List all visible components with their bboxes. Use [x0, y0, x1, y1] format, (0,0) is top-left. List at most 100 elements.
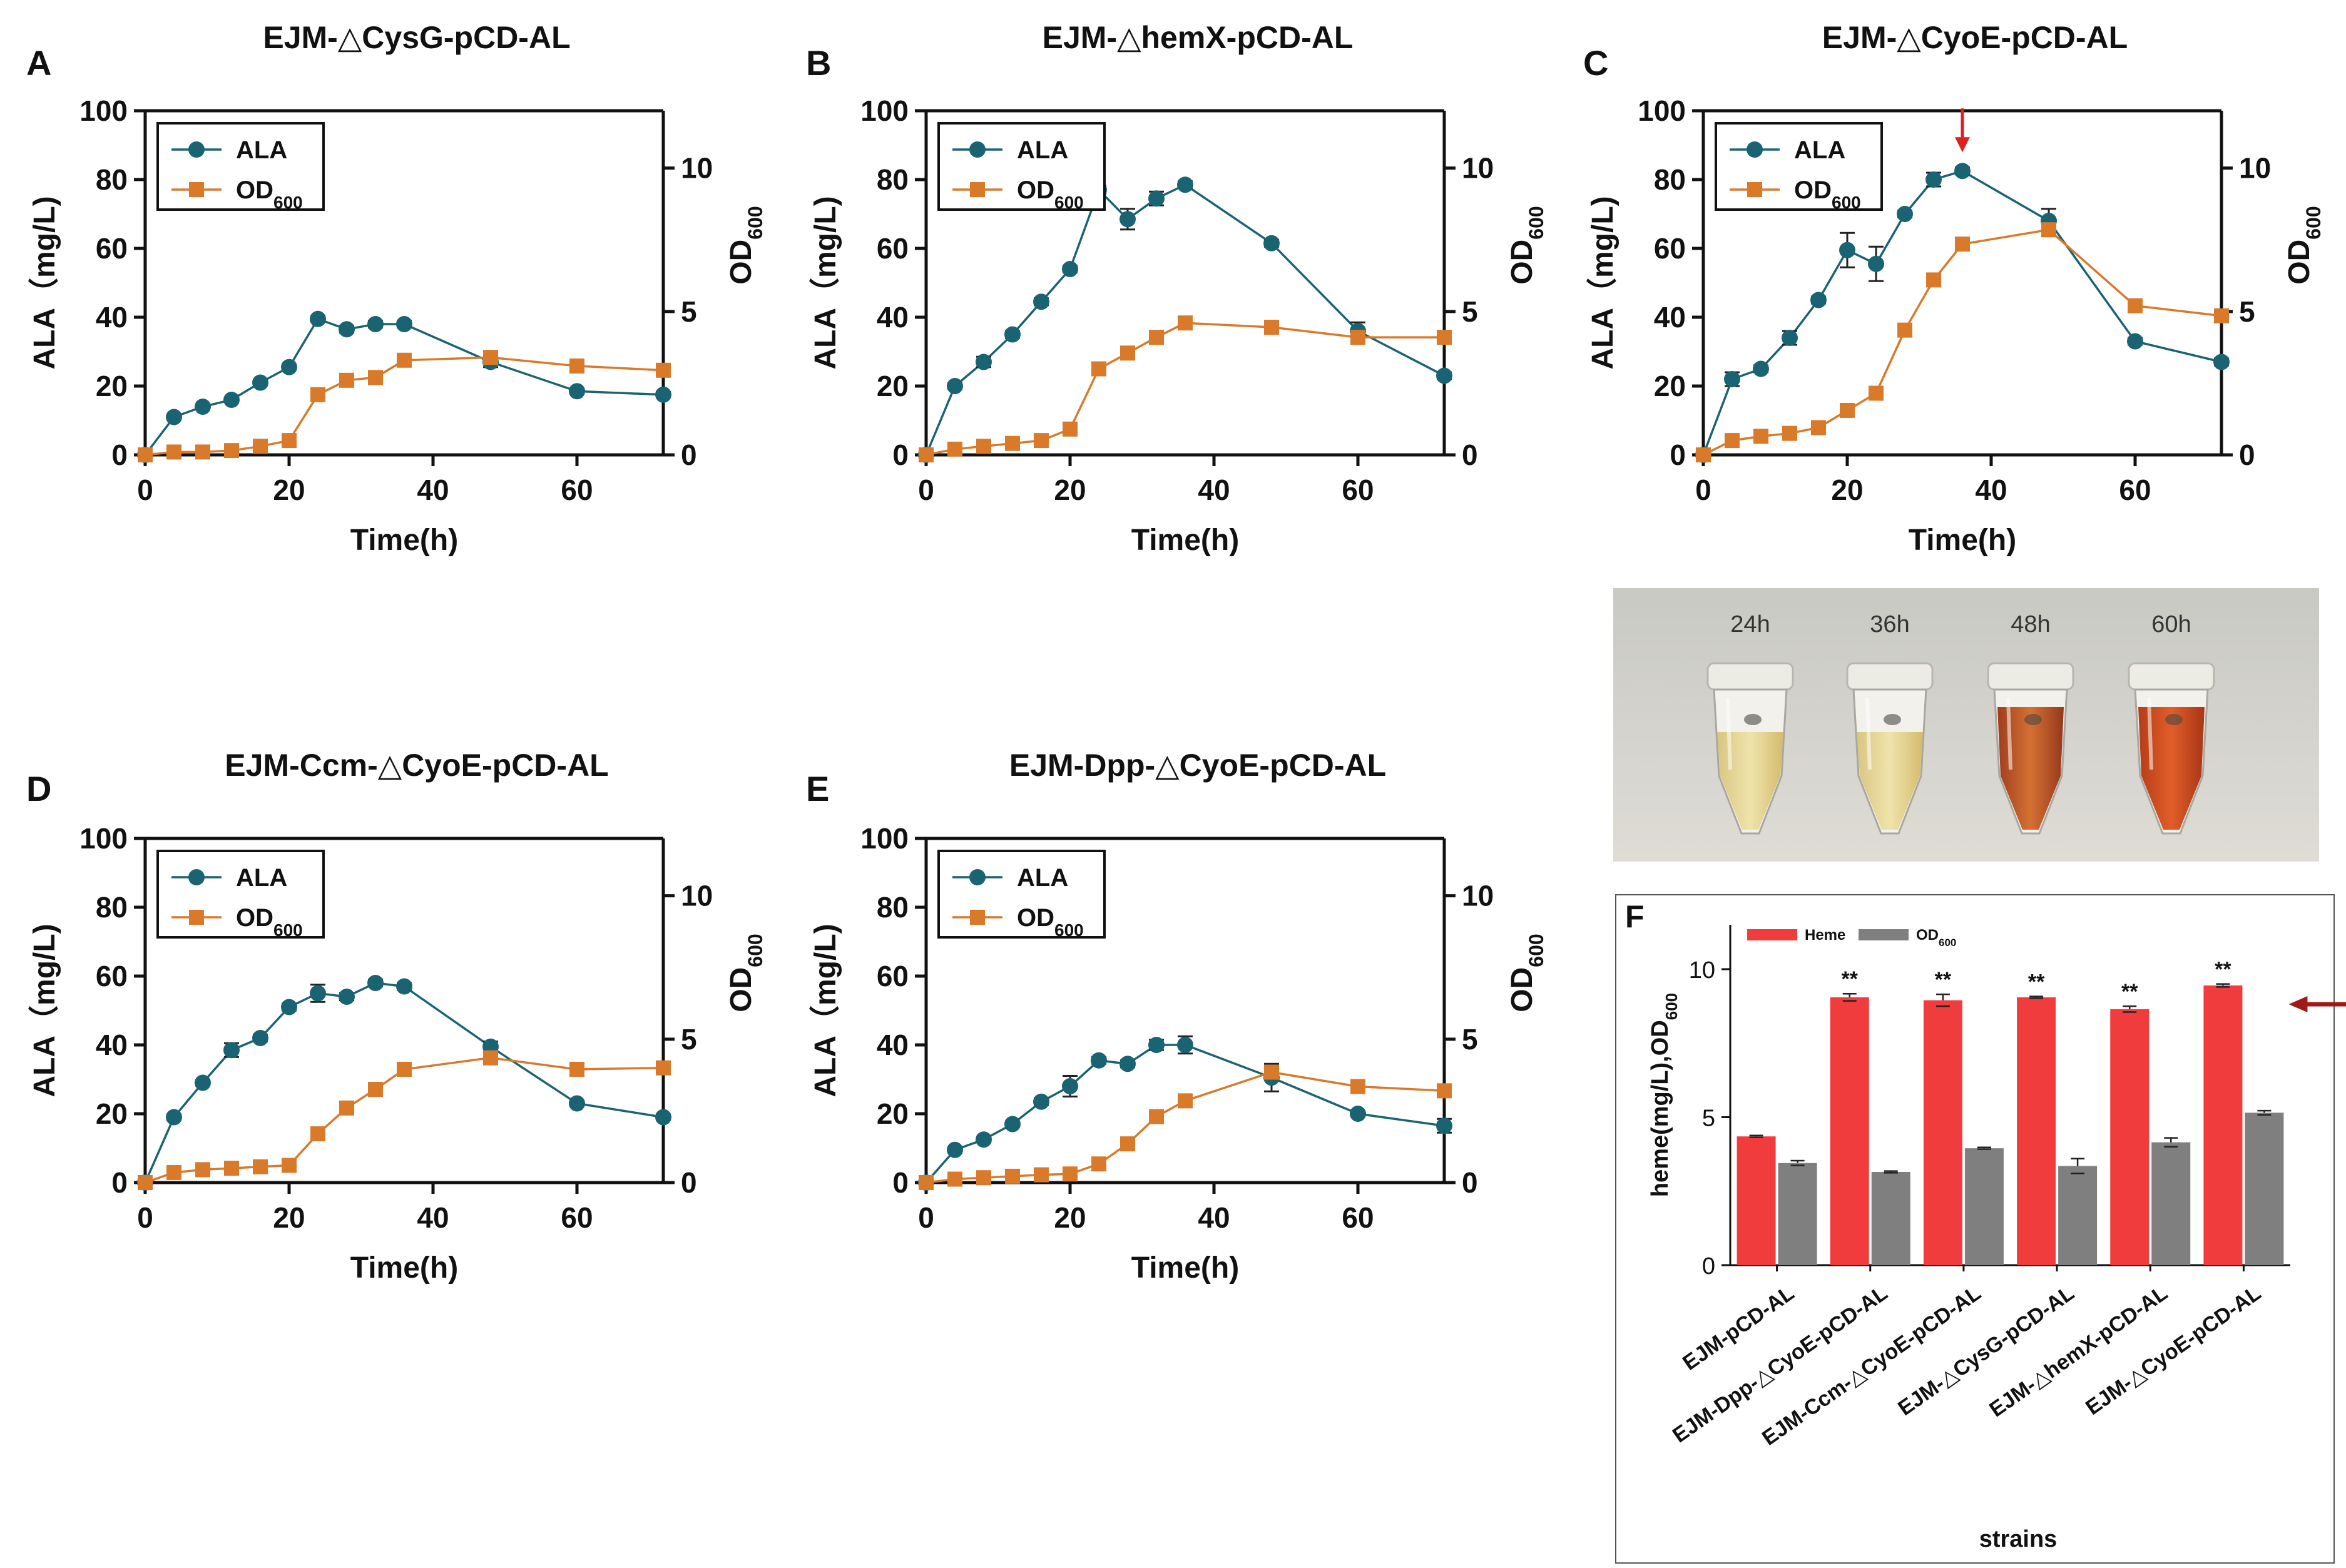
tube-cap [1987, 662, 2074, 691]
od600-point [1034, 1167, 1049, 1183]
y2-tick-label: 0 [2239, 439, 2255, 471]
od600-point [195, 444, 210, 460]
x-tick-label: 60 [1342, 474, 1374, 506]
y-tick-label: 20 [877, 370, 909, 402]
y2-tick-label: 0 [681, 1166, 697, 1199]
tube-pellet [2024, 714, 2042, 725]
ala-point [1004, 1116, 1021, 1133]
arrow-head [2288, 995, 2308, 1012]
od600-point [2214, 308, 2229, 323]
y2-axis-label: OD600 [1506, 934, 1548, 1012]
legend-box [156, 850, 325, 939]
x-tick-label: 60 [561, 474, 593, 506]
od600-point [1063, 1166, 1078, 1182]
chart-title: EJM-△hemX-pCD-AL [1043, 20, 1354, 55]
panel-letter: B [806, 43, 831, 83]
od600-point [1350, 1079, 1365, 1094]
y-axis-label: ALA（mg/L) [28, 196, 61, 369]
od600-point [483, 1050, 498, 1066]
od600-point [310, 387, 325, 402]
legend-marker-ala [969, 869, 986, 885]
od600-bar [1964, 1148, 2004, 1265]
legend-label: OD600 [1794, 176, 1861, 212]
ala-point [655, 1109, 671, 1126]
series-line-ala [1702, 170, 2222, 456]
od600-point [976, 439, 991, 454]
ala-point [1062, 1078, 1078, 1094]
od600-point [1437, 1083, 1452, 1099]
chart-title: EJM-Dpp-△CyoE-pCD-AL [1009, 748, 1386, 783]
series-line-ala [144, 982, 664, 1183]
legend-swatch [1747, 929, 1797, 940]
heme-bar [2110, 1009, 2150, 1265]
tube-highlight [2147, 697, 2153, 770]
od600-point [1120, 1136, 1135, 1152]
y-axis-label: ALA（mg/L) [28, 924, 61, 1097]
legend-label: ALA [236, 864, 287, 892]
ala-point [1753, 360, 1769, 377]
heme-bar [2017, 997, 2056, 1265]
ala-point [947, 1141, 963, 1158]
od600-point [1149, 1109, 1164, 1124]
legend-label: ALA [1017, 136, 1068, 164]
od600-point [1926, 272, 1941, 288]
ala-point [1839, 242, 1855, 258]
significance-mark: ** [2028, 970, 2045, 994]
legend-marker-od600 [1747, 182, 1762, 197]
ala-point [252, 1030, 268, 1046]
y-tick-label: 40 [96, 301, 128, 333]
legend-label: OD600 [1916, 927, 1956, 949]
y-tick-label: 60 [96, 960, 128, 992]
y-tick-label: 0 [892, 439, 909, 471]
od600-point [1264, 1064, 1279, 1080]
y-tick-label: 100 [79, 822, 128, 855]
y-tick-label: 100 [860, 822, 909, 855]
ala-point [310, 985, 326, 1002]
tube-highlight [1726, 697, 1732, 770]
od600-point [310, 1126, 325, 1142]
significance-mark: ** [2215, 958, 2231, 982]
y-tick-label: 5 [1702, 1105, 1715, 1131]
ala-point [1263, 235, 1280, 252]
tube-liquid [1997, 707, 2064, 830]
y2-tick-label: 5 [1462, 1023, 1478, 1056]
x-axis-label: strains [1979, 1526, 2058, 1552]
x-axis-label: Time(h) [1131, 1251, 1239, 1285]
y2-tick-label: 5 [681, 295, 697, 328]
ala-point [947, 378, 963, 394]
ala-point [166, 409, 182, 425]
tube-liquid [1857, 732, 1923, 830]
od600-point [1005, 1168, 1020, 1184]
heme-bar [1737, 1136, 1776, 1265]
od600-point [2041, 222, 2056, 238]
y-tick-label: 40 [877, 1029, 909, 1061]
od600-point [397, 352, 412, 368]
x-tick-label: 60 [1342, 1201, 1374, 1234]
ala-point [569, 383, 585, 400]
od600-point [368, 1082, 383, 1097]
od600-point [138, 447, 153, 462]
od600-point [282, 1158, 297, 1173]
panel-letter: C [1583, 43, 1608, 83]
od600-point [2128, 298, 2143, 313]
y2-axis-label: OD600 [2283, 206, 2325, 284]
ala-point [223, 392, 240, 408]
legend-label: OD600 [1017, 176, 1084, 212]
od600-point [1120, 345, 1135, 361]
od600-point [1437, 330, 1452, 345]
od600-point [1725, 433, 1740, 449]
od600-point [1897, 322, 1912, 338]
od600-point [1178, 315, 1193, 331]
y-axis-label: ALA（mg/L) [1586, 196, 1619, 369]
panel-letter: D [26, 769, 51, 808]
legend-box [156, 122, 325, 211]
y-tick-label: 60 [1654, 232, 1686, 265]
legend-box [1715, 122, 1883, 211]
ala-point [281, 999, 297, 1016]
y2-tick-label: 5 [681, 1023, 697, 1056]
od600-point [253, 439, 268, 454]
significance-mark: ** [1935, 968, 1952, 992]
od600-point [253, 1159, 268, 1174]
legend-marker-od600 [189, 910, 204, 925]
tube-label: 48h [2011, 611, 2050, 638]
